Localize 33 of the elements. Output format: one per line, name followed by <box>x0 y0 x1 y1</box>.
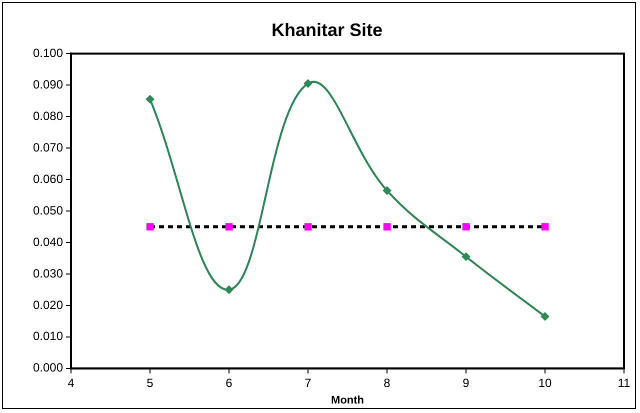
y-tick-label: 0.100 <box>33 46 64 60</box>
point <box>225 286 234 294</box>
y-tick-label: 0.090 <box>33 77 64 92</box>
y-tick-label: 0.080 <box>33 108 64 123</box>
point <box>462 223 470 230</box>
x-tick-label: 11 <box>618 376 631 390</box>
x-tick-label: 7 <box>304 376 312 390</box>
point <box>462 252 470 261</box>
y-tick-label: 0.000 <box>33 360 64 375</box>
y-tick-label: 0.060 <box>33 172 64 186</box>
x-tick-label: 5 <box>146 376 154 390</box>
x-tick-label: 10 <box>538 376 552 390</box>
x-tick-label: 6 <box>226 376 233 390</box>
point <box>383 186 392 195</box>
y-tick-label: 0.030 <box>33 266 64 280</box>
point <box>146 223 154 230</box>
x-tick-label: 9 <box>462 376 470 390</box>
point <box>146 95 154 104</box>
y-tick-label: 0.040 <box>33 234 64 249</box>
point <box>541 312 550 320</box>
chart-title: Khanitar Site <box>271 20 383 40</box>
x-tick-label: 4 <box>68 376 75 390</box>
point <box>383 223 391 230</box>
y-tick-label: 0.010 <box>33 329 64 344</box>
point <box>304 80 312 88</box>
y-tick-label: 0.070 <box>33 140 64 154</box>
point <box>304 223 312 230</box>
x-axis-title: Month <box>331 394 364 406</box>
x-tick-label: 8 <box>384 376 391 390</box>
point <box>225 223 233 230</box>
point <box>541 223 549 230</box>
y-tick-label: 0.050 <box>33 203 64 218</box>
y-tick-label: 0.020 <box>33 298 64 312</box>
